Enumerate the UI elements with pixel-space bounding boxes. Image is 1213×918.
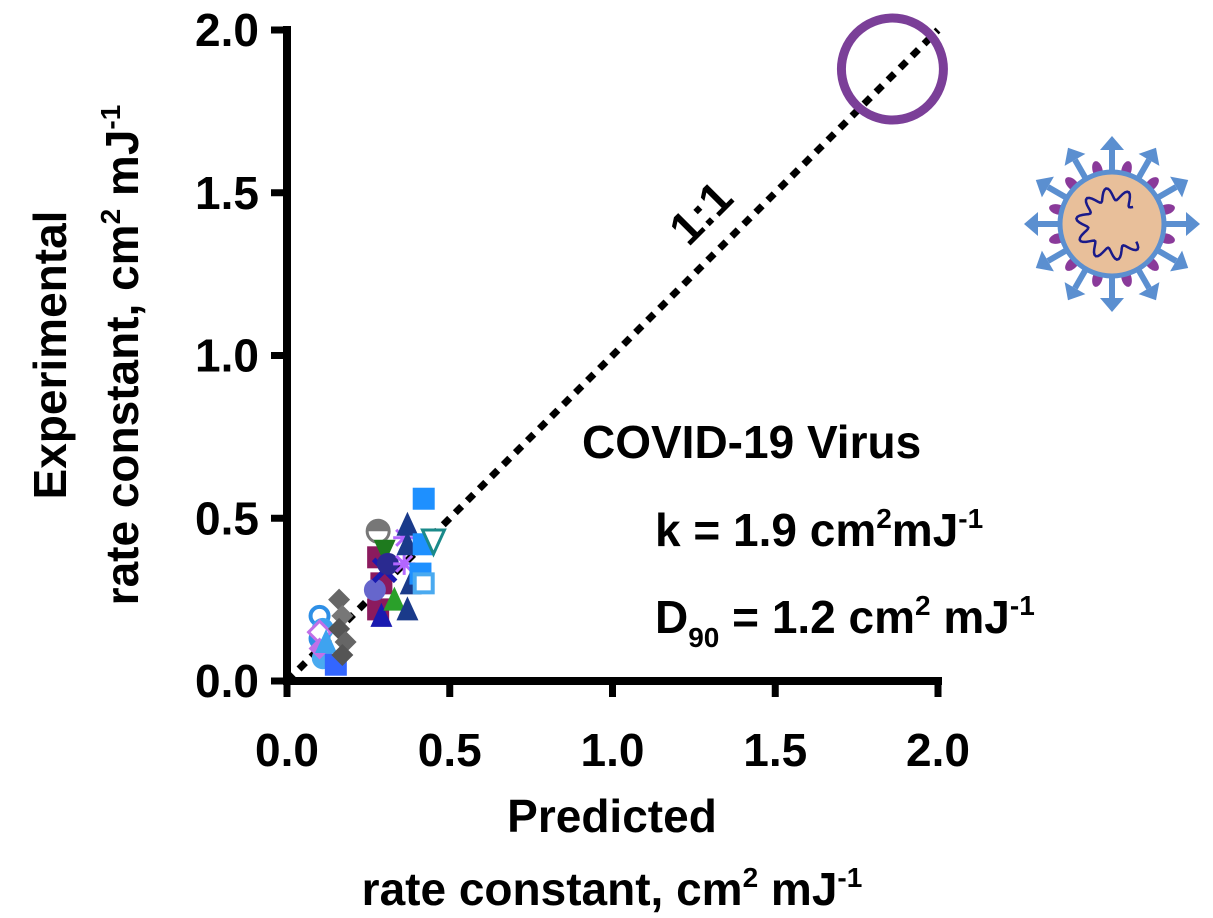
data-point [373, 539, 396, 564]
tick-labels-layer: 0.0 0.5 1.0 1.5 2.0 0.0 0.5 1.0 1.5 2.0 [195, 4, 970, 776]
x-tick-label: 0.0 [255, 724, 319, 776]
y-tick-label: 1.0 [195, 330, 259, 382]
virus-icon [1024, 136, 1200, 312]
x-tick-label: 1.0 [581, 724, 645, 776]
y-tick-label: 1.5 [195, 167, 259, 219]
data-point [396, 596, 419, 621]
virus-name-label: COVID-19 Virus [582, 416, 921, 468]
y-axis-title-line2: rate constant, cm2 mJ-1 [95, 105, 148, 606]
reference-line-layer [284, 13, 948, 684]
data-point [365, 518, 391, 544]
y-tick-label: 0.0 [195, 655, 259, 707]
data-point [383, 586, 406, 611]
y-tick-label: 2.0 [195, 4, 259, 56]
k-value-label: k = 1.9 cm2mJ-1 [655, 503, 983, 556]
x-tick-label: 2.0 [906, 724, 970, 776]
x-tick-label: 1.5 [743, 724, 807, 776]
axis-layer [271, 26, 942, 697]
data-point [363, 578, 386, 601]
x-axis-title-line2: rate constant, cm2 mJ-1 [362, 862, 863, 915]
highlight-point-circle [836, 13, 948, 125]
data-points-layer [306, 487, 447, 676]
data-point [396, 511, 419, 536]
reference-line-label: 1:1 [659, 171, 743, 255]
d90-value-label: D90 = 1.2 cm2 mJ-1 [655, 590, 1035, 653]
data-point [315, 628, 338, 653]
data-point [412, 572, 435, 595]
reference-line-1-to-1 [284, 27, 941, 684]
y-axis-title-line1: Experimental [24, 211, 76, 500]
y-tick-label: 0.5 [195, 492, 259, 544]
x-axis-title-line1: Predicted [507, 790, 717, 842]
data-point [331, 643, 354, 666]
data-point [393, 552, 416, 575]
data-point [370, 602, 393, 627]
data-point [376, 552, 399, 575]
x-tick-label: 0.5 [418, 724, 482, 776]
data-point [328, 588, 351, 611]
data-point [393, 526, 416, 549]
data-point [420, 528, 447, 558]
data-point [412, 487, 435, 510]
